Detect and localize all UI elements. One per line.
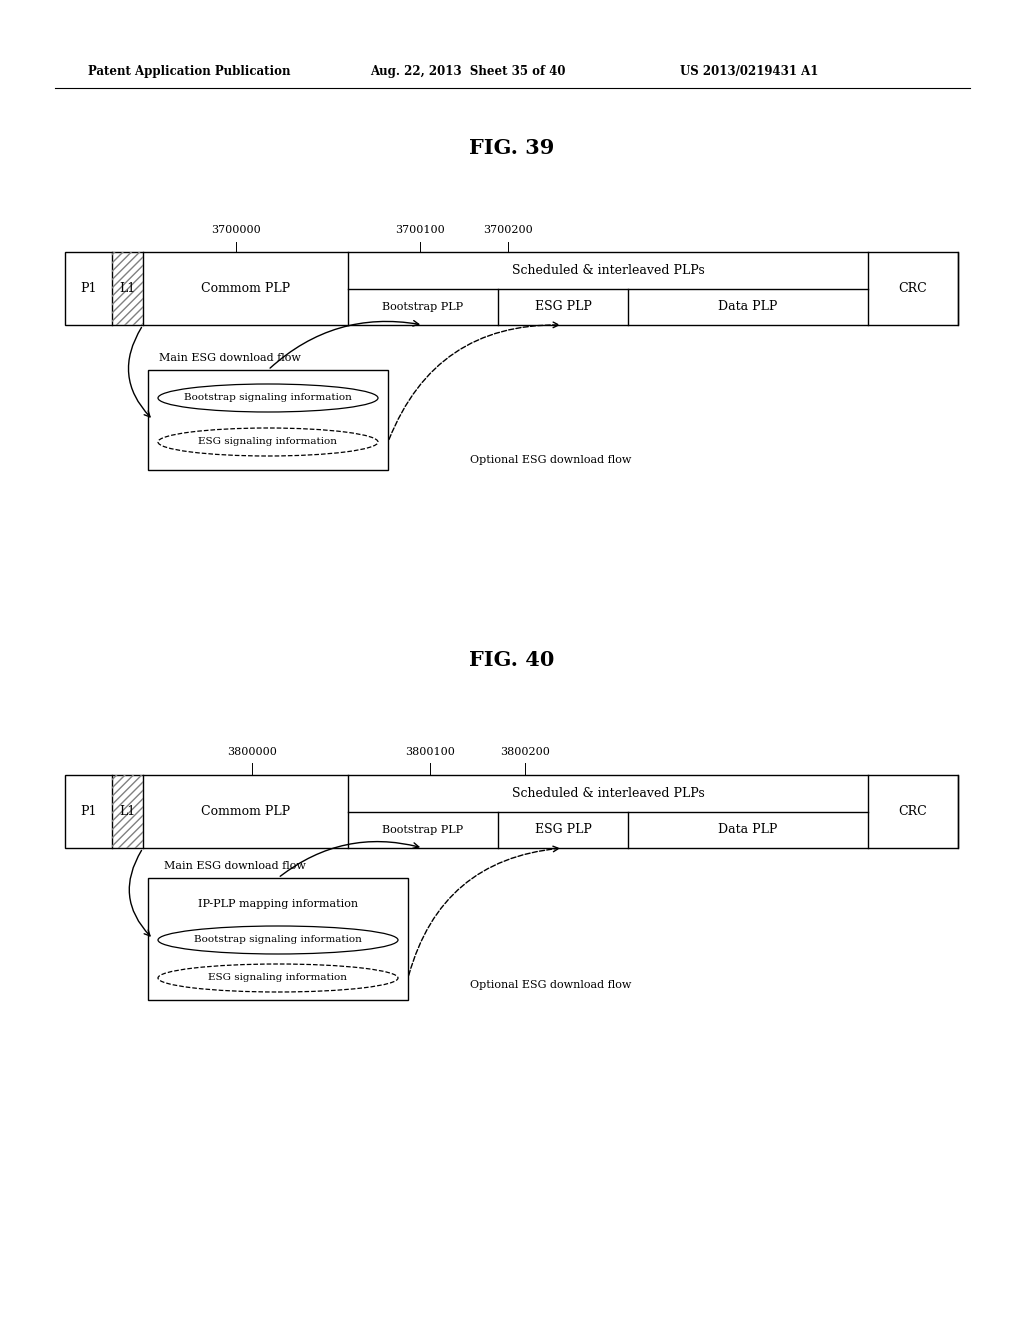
Bar: [148, 370, 388, 470]
Ellipse shape: [158, 428, 378, 455]
Bar: [112, 252, 143, 325]
Text: ESG PLP: ESG PLP: [535, 300, 592, 313]
Text: CRC: CRC: [899, 805, 928, 818]
Text: 3800000: 3800000: [227, 747, 276, 756]
Text: Scheduled & interleaved PLPs: Scheduled & interleaved PLPs: [512, 787, 705, 800]
Text: Main ESG download flow: Main ESG download flow: [159, 352, 301, 363]
Text: Data PLP: Data PLP: [718, 824, 777, 837]
Text: IP-PLP mapping information: IP-PLP mapping information: [198, 899, 358, 909]
Text: L1: L1: [120, 805, 135, 818]
Text: Bootstrap PLP: Bootstrap PLP: [382, 825, 464, 834]
Text: Bootstrap PLP: Bootstrap PLP: [382, 302, 464, 312]
Text: Commom PLP: Commom PLP: [201, 282, 290, 294]
Text: L1: L1: [120, 282, 135, 294]
Bar: [148, 878, 408, 1001]
Ellipse shape: [158, 964, 398, 993]
Ellipse shape: [158, 927, 398, 954]
Text: ESG PLP: ESG PLP: [535, 824, 592, 837]
Text: Scheduled & interleaved PLPs: Scheduled & interleaved PLPs: [512, 264, 705, 277]
Text: 3700100: 3700100: [395, 224, 444, 235]
Text: ESG signaling information: ESG signaling information: [199, 437, 338, 446]
Text: Aug. 22, 2013  Sheet 35 of 40: Aug. 22, 2013 Sheet 35 of 40: [370, 66, 565, 78]
Bar: [112, 775, 143, 847]
Bar: [65, 252, 958, 325]
Text: Commom PLP: Commom PLP: [201, 805, 290, 818]
Text: Patent Application Publication: Patent Application Publication: [88, 66, 291, 78]
Text: 3700200: 3700200: [483, 224, 532, 235]
Text: US 2013/0219431 A1: US 2013/0219431 A1: [680, 66, 818, 78]
Text: Optional ESG download flow: Optional ESG download flow: [470, 455, 632, 465]
Text: ESG signaling information: ESG signaling information: [209, 974, 347, 982]
Text: Main ESG download flow: Main ESG download flow: [164, 861, 306, 871]
Text: Optional ESG download flow: Optional ESG download flow: [470, 979, 632, 990]
Text: 3800200: 3800200: [500, 747, 550, 756]
Bar: [65, 775, 958, 847]
Text: P1: P1: [80, 282, 96, 294]
Ellipse shape: [158, 384, 378, 412]
Text: P1: P1: [80, 805, 96, 818]
Text: 3700000: 3700000: [211, 224, 261, 235]
Text: Bootstrap signaling information: Bootstrap signaling information: [184, 393, 352, 403]
Text: Bootstrap signaling information: Bootstrap signaling information: [195, 936, 361, 945]
Text: Data PLP: Data PLP: [718, 300, 777, 313]
Text: FIG. 40: FIG. 40: [469, 649, 555, 671]
Text: FIG. 39: FIG. 39: [469, 139, 555, 158]
Text: CRC: CRC: [899, 282, 928, 294]
Text: 3800100: 3800100: [406, 747, 455, 756]
